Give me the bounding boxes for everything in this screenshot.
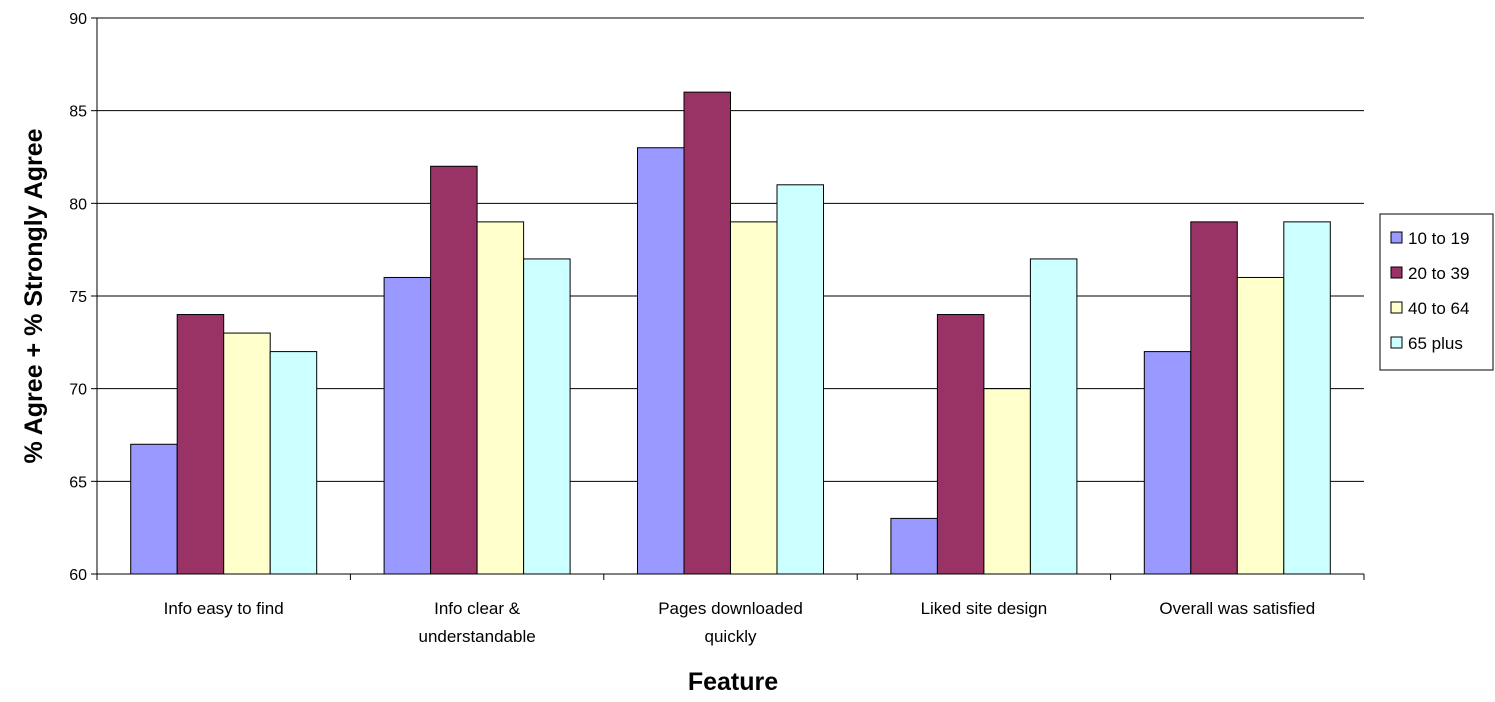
- axes: 60 65 70 75 80 85 90 Info easy to find Info clea…: [69, 11, 1365, 646]
- legend-swatch: [1390, 336, 1403, 349]
- bar: [983, 388, 1031, 575]
- bar: [176, 314, 225, 575]
- y-tick-label: 80: [69, 196, 87, 213]
- bar: [223, 332, 271, 575]
- y-tick-label: 70: [69, 382, 87, 399]
- bar: [637, 147, 685, 575]
- y-axis-title: % Agree + % Strongly Agree: [20, 128, 48, 463]
- legend-label: 10 to 19: [1408, 229, 1469, 248]
- y-tick-label: 60: [69, 567, 87, 584]
- y-tick-label: 75: [69, 289, 87, 306]
- bar: [1283, 221, 1331, 575]
- legend-label: 65 plus: [1408, 334, 1463, 353]
- bar: [269, 351, 318, 575]
- legend: 10 to 19 20 to 39 40 to 64 65 plus: [1379, 213, 1494, 371]
- bar: [683, 91, 731, 575]
- bar: [130, 443, 178, 575]
- legend-label: 40 to 64: [1408, 299, 1469, 318]
- bar: [383, 276, 432, 575]
- x-tick-label: Overall was satisfied: [1159, 599, 1315, 618]
- legend-swatch: [1390, 266, 1403, 279]
- bar: [730, 221, 778, 575]
- legend-swatch: [1390, 231, 1403, 244]
- bar: [476, 221, 525, 575]
- x-tick-label: Info clear & understandable: [418, 599, 535, 646]
- y-tick-label: 90: [69, 11, 87, 28]
- bars: [130, 91, 1331, 575]
- x-tick-label: Info easy to find: [164, 599, 284, 618]
- bar: [1190, 221, 1238, 575]
- bar: [430, 165, 478, 575]
- x-tick-label: Pages downloaded quickly: [658, 599, 803, 646]
- bar: [776, 184, 824, 575]
- bar: [1143, 351, 1192, 575]
- x-tick-label: Liked site design: [921, 599, 1048, 618]
- legend-swatch: [1390, 301, 1403, 314]
- x-axis-title: Feature: [688, 668, 778, 696]
- bar: [1236, 276, 1285, 575]
- bar: [890, 517, 938, 575]
- bar: [936, 314, 985, 575]
- y-tick-label: 65: [69, 474, 87, 491]
- legend-label: 20 to 39: [1408, 264, 1469, 283]
- bar: [1029, 258, 1078, 575]
- y-tick-label: 85: [69, 104, 87, 121]
- bar: [523, 258, 571, 575]
